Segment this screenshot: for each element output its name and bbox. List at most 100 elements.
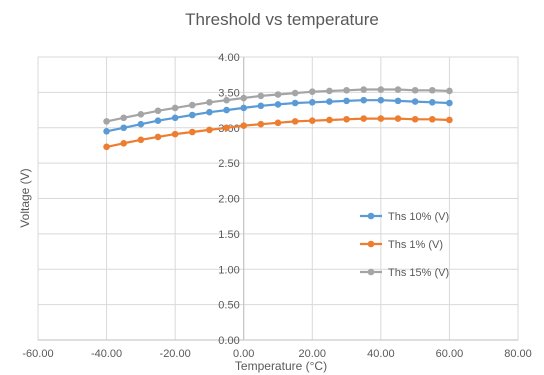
data-point xyxy=(291,118,299,125)
series-1 xyxy=(103,115,453,151)
data-point xyxy=(274,91,282,98)
data-point xyxy=(223,96,230,104)
series-2 xyxy=(103,86,453,125)
data-point xyxy=(308,117,316,124)
x-tick-label: 40.00 xyxy=(367,348,395,360)
data-point xyxy=(326,116,333,124)
data-point xyxy=(428,98,436,106)
data-point xyxy=(360,86,368,93)
data-point xyxy=(103,127,110,135)
data-point xyxy=(240,122,248,129)
data-point xyxy=(120,114,128,122)
data-point xyxy=(103,143,110,151)
data-point xyxy=(428,86,436,94)
y-tick-label: 0.50 xyxy=(218,300,239,312)
data-point xyxy=(206,98,213,106)
data-point xyxy=(274,101,282,108)
data-point xyxy=(411,86,419,94)
data-point xyxy=(188,101,196,109)
y-tick-label: 1.50 xyxy=(218,229,239,241)
data-point xyxy=(154,117,162,124)
x-tick-label: -40.00 xyxy=(91,348,122,360)
data-point xyxy=(103,118,110,125)
data-point xyxy=(411,98,419,105)
data-point xyxy=(223,124,230,132)
data-point xyxy=(326,98,333,105)
data-point xyxy=(446,99,453,107)
x-tick-label: 20.00 xyxy=(299,348,327,360)
gridlines xyxy=(37,56,519,341)
y-axis-title: Voltage (V) xyxy=(18,168,32,227)
axes xyxy=(38,57,518,341)
y-tick-label: 0.00 xyxy=(218,335,239,347)
data-point xyxy=(120,140,128,147)
data-point xyxy=(240,104,248,112)
data-point xyxy=(171,130,179,138)
data-point xyxy=(326,87,333,95)
data-point xyxy=(257,102,265,110)
y-tick-label: 1.00 xyxy=(218,264,239,276)
data-point xyxy=(446,116,453,124)
data-point xyxy=(137,111,145,118)
legend-label: Ths 10% (V) xyxy=(388,211,449,223)
data-point xyxy=(308,88,316,95)
data-point xyxy=(137,120,145,128)
x-tick-label: 80.00 xyxy=(504,348,532,360)
data-point xyxy=(274,119,282,127)
data-point xyxy=(394,86,402,93)
x-tick-label: -20.00 xyxy=(160,348,191,360)
data-point xyxy=(377,115,385,122)
legend-entry: Ths 10% (V) xyxy=(360,211,449,223)
legend-marker xyxy=(367,268,375,276)
data-point xyxy=(360,115,368,122)
data-point xyxy=(343,115,350,123)
data-point xyxy=(188,111,196,119)
y-tick-label: 4.00 xyxy=(218,52,239,64)
y-tick-label: 2.00 xyxy=(218,194,239,206)
data-point xyxy=(377,96,385,104)
legend-label: Ths 15% (V) xyxy=(388,267,449,279)
data-point xyxy=(446,87,453,95)
x-tick-label: 60.00 xyxy=(436,348,464,360)
data-point xyxy=(360,96,368,104)
legend-label: Ths 1% (V) xyxy=(388,239,443,251)
data-point xyxy=(206,108,213,116)
legend: Ths 10% (V) Ths 1% (V) Ths 15% (V) xyxy=(360,211,449,279)
data-point xyxy=(223,106,230,114)
data-point xyxy=(377,86,385,93)
x-tick-label: -60.00 xyxy=(22,348,53,360)
data-point xyxy=(171,114,179,122)
chart-title: Threshold vs temperature xyxy=(185,10,379,29)
data-point xyxy=(343,86,350,94)
x-axis-title: Temperature (°C) xyxy=(235,359,327,373)
data-point xyxy=(343,97,350,105)
data-point xyxy=(240,94,248,102)
data-point xyxy=(171,104,179,112)
data-point xyxy=(291,99,299,107)
series-0 xyxy=(103,96,453,135)
data-point xyxy=(154,133,162,141)
x-tick-label: 0.00 xyxy=(233,348,254,360)
series-layer xyxy=(103,86,453,151)
tick-labels: 0.000.501.001.502.002.503.003.504.00-60.… xyxy=(22,52,531,360)
data-point xyxy=(308,98,316,106)
y-tick-label: 2.50 xyxy=(218,158,239,170)
data-point xyxy=(188,128,196,136)
data-point xyxy=(137,136,145,144)
data-point xyxy=(257,120,265,128)
legend-entry: Ths 15% (V) xyxy=(360,267,449,279)
legend-marker xyxy=(367,240,375,248)
data-point xyxy=(394,97,402,105)
data-point xyxy=(120,124,128,132)
data-point xyxy=(206,126,213,134)
legend-entry: Ths 1% (V) xyxy=(360,239,443,251)
data-point xyxy=(291,89,299,97)
data-point xyxy=(394,115,402,122)
legend-marker xyxy=(367,212,375,220)
y-tick-label: 3.50 xyxy=(218,87,239,99)
data-point xyxy=(154,107,162,115)
data-point xyxy=(411,115,419,123)
data-point xyxy=(257,92,265,100)
data-point xyxy=(428,115,436,123)
